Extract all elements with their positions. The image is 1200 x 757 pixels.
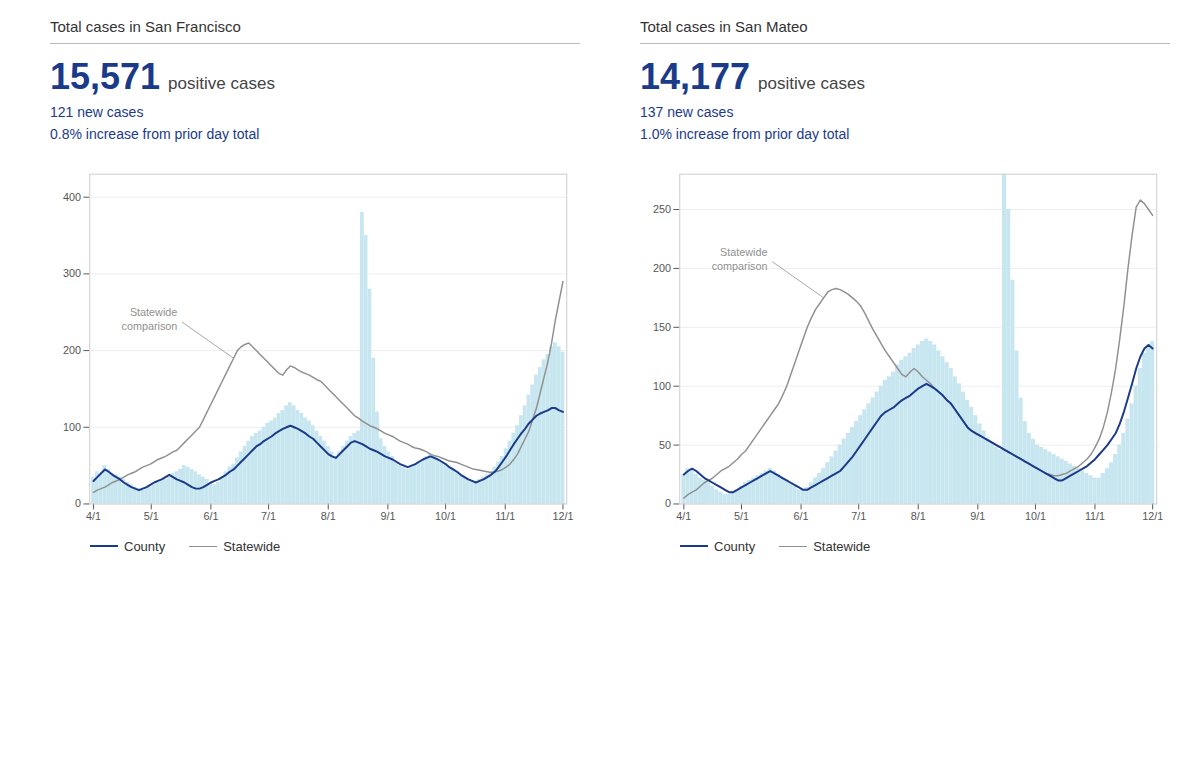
html-text:Total cases in San Francisco: Total cases in San Francisco <box>50 18 241 35</box>
svg-text:10/1: 10/1 <box>1025 510 1046 522</box>
svg-text:5/1: 5/1 <box>144 510 159 522</box>
svg-text:4/1: 4/1 <box>676 510 691 522</box>
svg-text:Statewidecomparison: Statewidecomparison <box>712 246 768 272</box>
svg-text:100: 100 <box>63 421 81 433</box>
svg-text:7/1: 7/1 <box>851 510 866 522</box>
html-text:positive cases: positive cases <box>168 74 275 93</box>
svg-text:6/1: 6/1 <box>794 510 809 522</box>
html-text:14,177: 14,177 <box>640 56 751 97</box>
svg-text:250: 250 <box>653 203 671 215</box>
svg-text:9/1: 9/1 <box>380 510 395 522</box>
html-text:15,571: 15,571 <box>50 56 161 97</box>
svg-text:Statewidecomparison: Statewidecomparison <box>122 306 178 332</box>
html-text:Total cases in San Mateo: Total cases in San Mateo <box>640 18 808 35</box>
svg-text:7/1: 7/1 <box>261 510 276 522</box>
svg-text:0: 0 <box>75 497 81 509</box>
svg-text:300: 300 <box>63 267 81 279</box>
svg-text:4/1: 4/1 <box>86 510 101 522</box>
svg-text:50: 50 <box>659 439 671 451</box>
html-text:1.0% increase from prior day t: 1.0% increase from prior day total <box>640 126 850 142</box>
html-text:Statewide: Statewide <box>223 539 281 554</box>
svg-text:200: 200 <box>653 262 671 274</box>
svg-text:10/1: 10/1 <box>435 510 456 522</box>
svg-text:12/1: 12/1 <box>552 510 573 522</box>
svg-text:200: 200 <box>63 344 81 356</box>
html-text:137 new cases: 137 new cases <box>640 104 734 120</box>
svg-text:100: 100 <box>653 380 671 392</box>
html-text:0.8% increase from prior day t: 0.8% increase from prior day total <box>50 126 260 142</box>
svg-text:5/1: 5/1 <box>734 510 749 522</box>
svg-text:0: 0 <box>665 497 671 509</box>
svg-text:8/1: 8/1 <box>911 510 926 522</box>
svg-text:8/1: 8/1 <box>321 510 336 522</box>
html-text:County: County <box>124 539 166 554</box>
svg-text:9/1: 9/1 <box>970 510 985 522</box>
html-text:County: County <box>714 539 756 554</box>
html-text:121 new cases: 121 new cases <box>50 104 144 120</box>
svg-text:6/1: 6/1 <box>203 510 218 522</box>
html-text:positive cases: positive cases <box>758 74 865 93</box>
html-text:Statewide: Statewide <box>813 539 871 554</box>
svg-text:11/1: 11/1 <box>1085 510 1105 522</box>
svg-text:150: 150 <box>653 321 671 333</box>
svg-text:12/1: 12/1 <box>1142 510 1163 522</box>
svg-text:400: 400 <box>63 191 81 203</box>
svg-text:11/1: 11/1 <box>495 510 515 522</box>
